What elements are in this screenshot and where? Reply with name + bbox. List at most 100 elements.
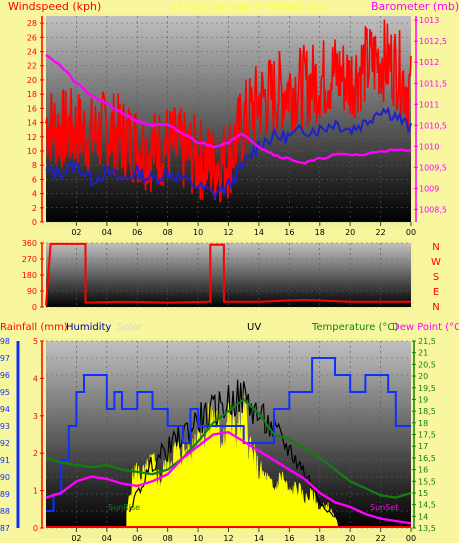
windspeed-tick: 22 — [27, 62, 37, 71]
panel-1-xtick-label: 08 — [163, 228, 173, 237]
barometer-line — [45, 54, 412, 165]
windspeed-tick: 24 — [27, 48, 37, 57]
uv-axis-label: UV — [247, 322, 261, 333]
sunrise-label: SunRise — [108, 503, 140, 512]
panel-1-xtick-label: 16 — [284, 228, 294, 237]
windspeed-tick: 2 — [32, 204, 37, 213]
barometer-tick: 1008,5 — [419, 205, 447, 214]
windspeed-axis-label: Windspeed (kph) — [8, 0, 101, 13]
humidity-axis-label: Humidity — [66, 322, 111, 333]
panel-1-xtick-label: 06 — [132, 228, 142, 237]
barometer-axis-label: Barometer (mb) — [371, 0, 459, 13]
humidity-tick: 93 — [0, 422, 10, 431]
panel-1-xtick-label: 10 — [193, 228, 203, 237]
panel-1-xtick-label: 04 — [102, 228, 112, 237]
compass-label: W — [431, 257, 441, 268]
rainfall-tick: 0 — [33, 524, 38, 533]
panel-3-xtick-label: 20 — [345, 534, 355, 543]
panel-3-xtick-label: 06 — [132, 534, 142, 543]
humidity-tick: 90 — [0, 473, 10, 482]
panel-3-xtick-label: 08 — [163, 534, 173, 543]
humidity-tick: 92 — [0, 439, 10, 448]
barometer-tick: 1012,5 — [419, 37, 447, 46]
temperature-tick: 17,5 — [418, 431, 436, 440]
windspeed-tick: 6 — [32, 175, 37, 184]
solar-area — [126, 386, 339, 529]
temperature-tick: 18,5 — [418, 407, 436, 416]
temperature-tick: 21,5 — [418, 337, 436, 346]
windspeed-tick: 14 — [27, 119, 37, 128]
rainfall-tick: 1 — [33, 487, 38, 496]
barometer-tick: 1013 — [419, 16, 439, 25]
windspeed-tick: 20 — [27, 76, 37, 85]
barometer-tick: 1010,5 — [419, 121, 447, 130]
panel-3-xtick-label: 16 — [284, 534, 294, 543]
windspeed-tick: 0 — [32, 218, 37, 227]
uv-line — [129, 379, 334, 518]
barometer-tick: 1011 — [419, 100, 439, 109]
compass-label: S — [433, 272, 439, 283]
barometer-tick: 1012 — [419, 58, 439, 67]
dewpoint-axis-label: Dew Point (°C — [392, 322, 459, 333]
direction-tick: 270 — [22, 255, 37, 264]
temperature-tick: 16 — [418, 466, 428, 475]
rainfall-tick: 3 — [33, 412, 38, 421]
humidity-tick: 87 — [0, 524, 10, 533]
humidity-tick: 88 — [0, 507, 10, 516]
humidity-tick: 94 — [0, 405, 10, 414]
panel-3-xtick-label: 22 — [375, 534, 385, 543]
panel-1-xtick-label: 14 — [254, 228, 264, 237]
graph-date-label: 24 hour graph date: 24 Wrzesień 2010 — [172, 2, 327, 11]
direction-tick: 180 — [22, 271, 37, 280]
temperature-tick: 19,5 — [418, 384, 436, 393]
windspeed-tick: 10 — [27, 147, 37, 156]
humidity-tick: 91 — [0, 456, 10, 465]
humidity-tick: 95 — [0, 388, 10, 397]
windspeed-tick: 26 — [27, 33, 37, 42]
panel-1-xtick-label: 22 — [375, 228, 385, 237]
humidity-tick: 98 — [0, 337, 10, 346]
compass-label: E — [433, 287, 439, 298]
panel-3-xtick-label: 04 — [102, 534, 112, 543]
panel-3-xtick-label: 10 — [193, 534, 203, 543]
windspeed-tick: 28 — [27, 19, 37, 28]
temperature-tick: 17 — [418, 442, 428, 451]
rainfall-axis-label: Rainfall (mm) — [0, 322, 68, 333]
wind-gust-line — [45, 19, 412, 203]
temperature-tick: 18 — [418, 419, 428, 428]
panel-3-xtick-label: 12 — [223, 534, 233, 543]
barometer-tick: 1009 — [419, 184, 439, 193]
temperature-tick: 14,5 — [418, 501, 436, 510]
temperature-tick: 15 — [418, 489, 428, 498]
temperature-tick: 20 — [418, 372, 428, 381]
barometer-tick: 1009,5 — [419, 163, 447, 172]
panel-1-xtick-label: 12 — [223, 228, 233, 237]
temperature-tick: 13,5 — [418, 524, 436, 533]
barometer-tick: 1011,5 — [419, 79, 447, 88]
windspeed-tick: 12 — [27, 133, 37, 142]
windspeed-tick: 8 — [32, 161, 37, 170]
compass-label: N — [432, 302, 439, 313]
panel-3-xtick-label: 02 — [71, 534, 81, 543]
solar-axis-label: Solar — [117, 322, 143, 333]
wind-average-line — [45, 106, 412, 201]
direction-tick: 360 — [22, 239, 37, 248]
humidity-tick: 96 — [0, 371, 10, 380]
humidity-tick: 97 — [0, 354, 10, 363]
barometer-tick: 1010 — [419, 142, 439, 151]
compass-label: N — [432, 242, 439, 253]
direction-tick: 0 — [32, 303, 37, 312]
sunset-label: SunSet — [370, 503, 398, 512]
panel-1-xtick-label: 20 — [345, 228, 355, 237]
temperature-tick: 20,5 — [418, 360, 436, 369]
temperature-tick: 16,5 — [418, 454, 436, 463]
windspeed-tick: 4 — [32, 190, 37, 199]
windspeed-tick: 16 — [27, 104, 37, 113]
temperature-tick: 19 — [418, 395, 428, 404]
temperature-tick: 21 — [418, 349, 428, 358]
